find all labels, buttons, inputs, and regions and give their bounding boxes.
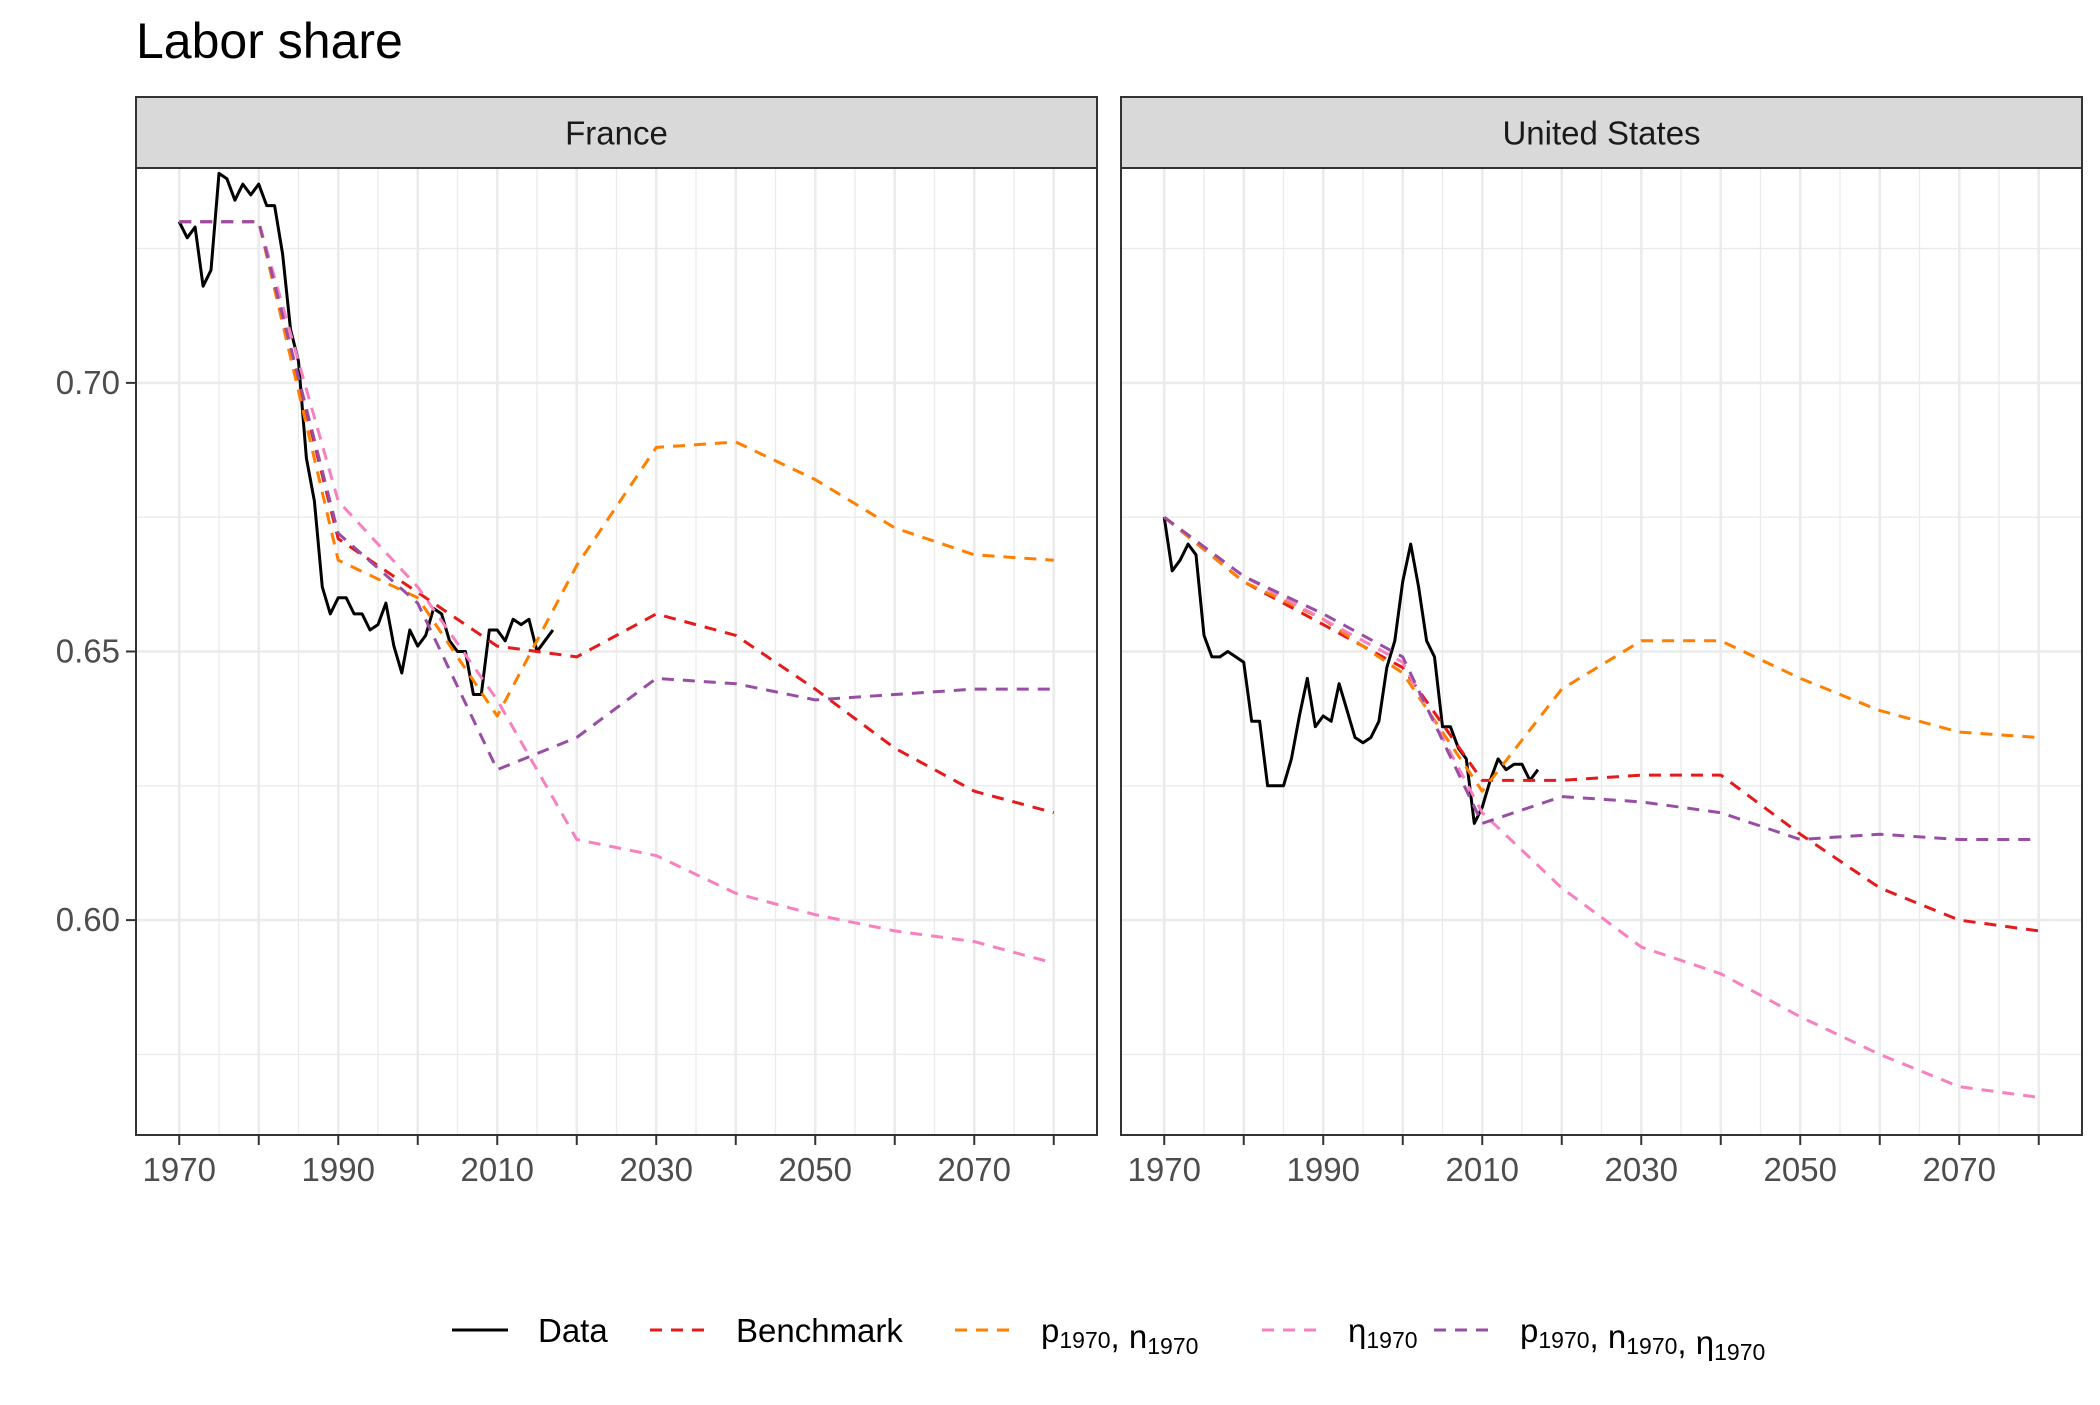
chart-title: Labor share [136, 13, 403, 69]
legend-item-eta: η1970 [1262, 1312, 1418, 1353]
legend: Data Benchmark p1970, n1970 η1970 p1970, n19… [452, 1312, 1765, 1365]
series-p-n-eta-line [1163, 515, 2039, 841]
legend-label: p1970, n1970, η1970 [1520, 1312, 1765, 1365]
major-gridlines [136, 168, 1097, 1135]
legend-label: η1970 [1348, 1312, 1418, 1353]
series-p-n-eta-line [179, 220, 1054, 772]
legend-item-p-n-eta: p1970, n1970, η1970 [1434, 1312, 1765, 1365]
legend-label: Benchmark [736, 1312, 903, 1349]
x-tick-label: 2070 [938, 1151, 1011, 1188]
x-tick-label: 1970 [143, 1151, 216, 1188]
series-eta-line [1163, 515, 2040, 1099]
panel-united-states: United States 1970 1990 2010 2030 2050 2070 [1120, 96, 2083, 1188]
series-benchmark-line [179, 220, 1055, 815]
y-tick-label: 0.70 [56, 364, 120, 401]
x-axis: 1970 1990 2010 2030 2050 2070 [1128, 1135, 2040, 1188]
panel-strip [135, 96, 1098, 169]
legend-label: p1970, n1970 [1041, 1312, 1198, 1359]
legend-item-benchmark: Benchmark [650, 1312, 903, 1349]
legend-item-p-n: p1970, n1970 [955, 1312, 1198, 1359]
x-tick-label: 2070 [1923, 1151, 1996, 1188]
legend-item-data: Data [452, 1312, 608, 1349]
legend-label: Data [538, 1312, 608, 1349]
series-data-line [1162, 516, 1540, 825]
x-tick-label: 1970 [1128, 1151, 1201, 1188]
major-gridlines [1121, 168, 2082, 1135]
y-tick-label: 0.60 [56, 901, 120, 938]
x-tick-label: 2010 [1446, 1151, 1519, 1188]
panel-strip-label: United States [1502, 115, 1700, 152]
y-tick-label: 0.65 [56, 633, 120, 670]
series-p-n-line [179, 220, 1054, 718]
x-tick-label: 2050 [779, 1151, 852, 1188]
x-tick-label: 2010 [461, 1151, 534, 1188]
panel-strip-label: France [565, 115, 668, 152]
y-axis: 0.60 0.65 0.70 [56, 364, 136, 938]
x-tick-label: 2050 [1764, 1151, 1837, 1188]
series-group [1162, 515, 2040, 1099]
series-eta-line [179, 220, 1055, 965]
series-benchmark-line [1163, 516, 2040, 933]
x-tick-label: 2030 [1605, 1151, 1678, 1188]
x-tick-label: 1990 [302, 1151, 375, 1188]
series-data-line [177, 171, 555, 696]
x-axis: 1970 1990 2010 2030 2050 2070 [143, 1135, 1055, 1188]
panel-strip [1120, 96, 2083, 169]
x-tick-label: 1990 [1287, 1151, 1360, 1188]
x-tick-label: 2030 [620, 1151, 693, 1188]
series-group [177, 171, 1055, 965]
